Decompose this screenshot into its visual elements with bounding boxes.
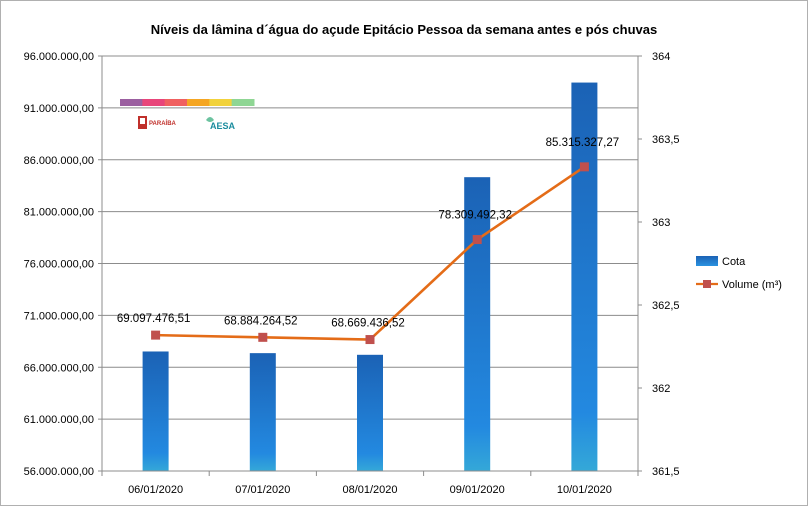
volume-point (151, 330, 161, 340)
stripe-segment (164, 99, 188, 106)
chart-title: Níveis da lâmina d´água do açude Epitáci… (151, 22, 657, 37)
right-tick-label: 361,5 (652, 466, 680, 478)
x-tick-label: 08/01/2020 (342, 484, 397, 496)
volume-data-label: 68.884.264,52 (224, 315, 298, 327)
legend: Cota Volume (m³) (696, 256, 782, 291)
volume-point (258, 332, 268, 342)
volume-point (579, 162, 589, 172)
volume-point (472, 235, 482, 245)
legend-label-volume: Volume (m³) (722, 279, 782, 291)
bar-cota (249, 353, 276, 471)
paraiba-flag-inner (140, 118, 145, 124)
color-stripe (120, 99, 255, 106)
logo-agency-text: AESA (210, 121, 236, 131)
volume-data-label: 69.097.476,51 (117, 313, 191, 325)
right-tick-label: 363,5 (652, 134, 680, 146)
volume-data-label: 78.309.492,32 (438, 210, 512, 222)
logo-block: PARAÍBA AESA (120, 99, 255, 131)
x-tick-label: 10/01/2020 (557, 484, 612, 496)
left-tick-label: 66.000.000,00 (24, 362, 94, 374)
left-tick-label: 71.000.000,00 (24, 310, 94, 322)
volume-data-label: 68.669.436,52 (331, 318, 405, 330)
volume-line (151, 162, 589, 345)
volume-point (365, 335, 375, 345)
data-labels: 69.097.476,51 68.884.264,52 68.669.436,52 7… (117, 137, 619, 330)
logo-state-text: PARAÍBA (149, 119, 177, 127)
stripe-segment (209, 99, 233, 106)
legend-swatch-cota (696, 256, 718, 266)
right-tick-label: 364 (652, 51, 670, 63)
left-tick-label: 61.000.000,00 (24, 414, 94, 426)
left-tick-label: 56.000.000,00 (24, 466, 94, 478)
legend-marker-volume (703, 280, 711, 288)
aesa-leaf-icon (206, 117, 214, 122)
stripe-segment (142, 99, 166, 106)
left-tick-label: 91.000.000,00 (24, 103, 94, 115)
left-tick-label: 86.000.000,00 (24, 155, 94, 167)
x-tick-label: 09/01/2020 (450, 484, 505, 496)
bar-cota (357, 354, 383, 471)
aesa-logo: AESA (206, 117, 236, 131)
right-tick-label: 362 (652, 383, 670, 395)
left-tick-label: 96.000.000,00 (24, 51, 94, 63)
bar-cota (142, 351, 169, 471)
x-tick-label: 06/01/2020 (128, 484, 183, 496)
stripe-segment (120, 99, 143, 106)
stripe-segment (231, 99, 255, 106)
x-tick-label: 07/01/2020 (235, 484, 290, 496)
bar-cota (571, 82, 598, 471)
stripe-segment (187, 99, 210, 106)
paraiba-logo: PARAÍBA (138, 116, 177, 129)
axes: 56.000.000,00 61.000.000,00 66.000.000,00 7… (24, 51, 680, 496)
right-tick-label: 363 (652, 217, 670, 229)
left-tick-label: 81.000.000,00 (24, 207, 94, 219)
left-tick-label: 76.000.000,00 (24, 259, 94, 271)
bar-cota (464, 177, 491, 471)
bars (142, 82, 598, 471)
volume-series-line (155, 165, 586, 341)
right-tick-label: 362,5 (652, 300, 680, 312)
volume-data-label: 85.315.327,27 (546, 137, 620, 149)
legend-label-cota: Cota (722, 256, 746, 268)
